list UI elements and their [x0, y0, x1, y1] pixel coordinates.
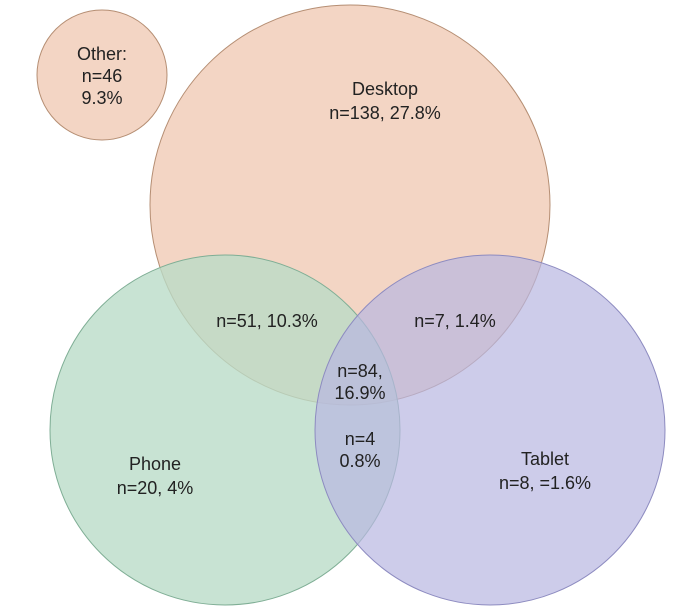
label-desktop-phone-overlap: n=51, 10.3%: [216, 311, 318, 331]
label-desktop-tablet-overlap: n=7, 1.4%: [414, 311, 496, 331]
venn-diagram: Other:n=469.3% Desktopn=138, 27.8% Phone…: [0, 0, 683, 611]
label-other: Other:n=469.3%: [77, 44, 127, 108]
